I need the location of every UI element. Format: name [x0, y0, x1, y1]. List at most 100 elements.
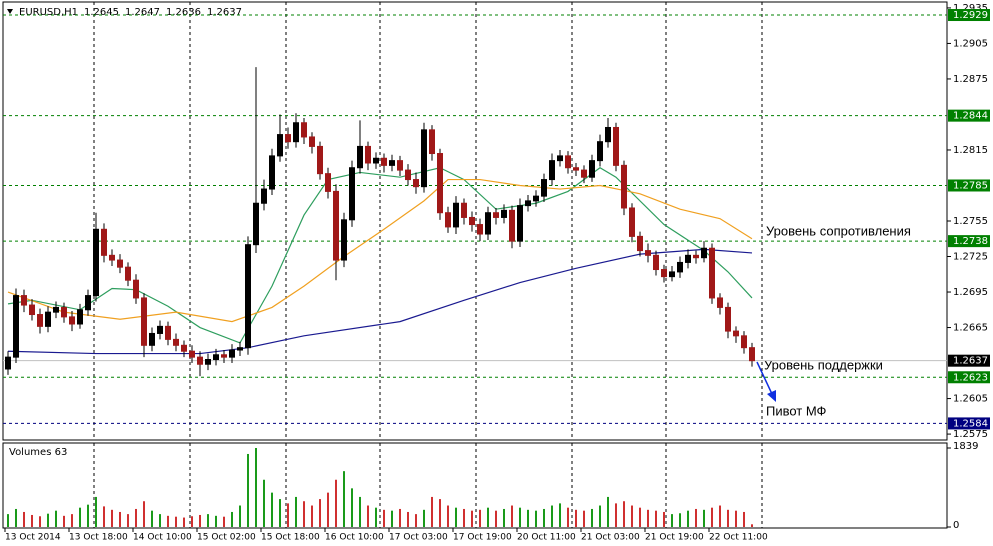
candle-body	[189, 350, 195, 358]
arrow	[756, 361, 773, 395]
candle-body	[549, 160, 555, 181]
candle-body	[221, 354, 227, 358]
candle-body	[677, 261, 683, 273]
arrow-head	[767, 390, 776, 402]
candle-body	[349, 167, 355, 221]
level-label: 1.2738	[953, 236, 988, 247]
candle-body	[717, 297, 723, 308]
y-tick-label: 1.2665	[953, 323, 988, 334]
x-tick-label: 15 Oct 02:00	[197, 533, 256, 543]
candle-body	[477, 224, 483, 235]
candle-body	[485, 212, 491, 235]
level-box	[948, 235, 990, 248]
candle-body	[165, 325, 171, 340]
level-box	[948, 417, 990, 430]
menu-triangle[interactable]	[7, 9, 13, 14]
level-box	[948, 9, 990, 22]
resistance-note: Уровень сопротивления	[766, 223, 911, 238]
level-box	[948, 371, 990, 384]
volume-tick-label: 1839	[953, 441, 978, 452]
y-tick-label: 1.2695	[953, 287, 988, 298]
candle-body	[421, 129, 427, 188]
candle-body	[93, 228, 99, 297]
x-tick-label: 17 Oct 03:00	[389, 533, 448, 543]
candle-body	[733, 330, 739, 337]
candle-body	[293, 122, 299, 143]
volume-panel	[2, 442, 948, 529]
candle-body	[493, 212, 499, 218]
y-tick-label: 1.2755	[953, 216, 988, 227]
candle-body	[205, 359, 211, 365]
candle-body	[141, 297, 147, 346]
candle-body	[5, 356, 11, 370]
level-label: 1.2785	[953, 180, 988, 191]
candle-body	[557, 155, 563, 162]
candle-body	[181, 344, 187, 352]
candle-body	[749, 347, 755, 362]
x-tick-label: 21 Oct 19:00	[645, 533, 704, 543]
level-box	[948, 109, 990, 122]
candle-body	[365, 145, 371, 164]
x-tick-label: 14 Oct 10:00	[133, 533, 192, 543]
candle-body	[133, 279, 139, 299]
candle-body	[613, 126, 619, 166]
candle-body	[437, 153, 443, 214]
candle-body	[413, 179, 419, 188]
level-label: 1.2929	[953, 10, 988, 21]
candle-body	[453, 202, 459, 228]
candle-body	[373, 157, 379, 164]
y-tick-label: 1.2875	[953, 74, 988, 85]
y-tick-label: 1.2725	[953, 252, 988, 263]
candle-body	[277, 134, 283, 157]
candle-body	[389, 160, 395, 166]
candle-body	[213, 354, 219, 361]
candle-body	[149, 332, 155, 346]
volume-title: Volumes 63	[9, 447, 67, 458]
average-line	[7, 178, 753, 323]
candle-body	[597, 141, 603, 162]
volume-tick-label: 0	[953, 520, 959, 531]
y-tick-label: 1.2575	[953, 429, 988, 440]
candle-body	[645, 250, 651, 256]
y-tick-label: 1.2605	[953, 394, 988, 405]
candle-body	[653, 254, 659, 271]
time-grid	[93, 2, 763, 528]
candle-body	[621, 164, 627, 209]
candle-body	[725, 306, 731, 332]
pivot-note: Пивот МФ	[766, 403, 827, 418]
candle-body	[69, 316, 75, 325]
level-label: 1.2584	[953, 418, 988, 429]
candle-body	[589, 160, 595, 178]
candle-body	[117, 259, 123, 268]
x-tick-label: 21 Oct 03:00	[581, 533, 640, 543]
quote: 1.2636	[166, 7, 201, 18]
candle-body	[661, 269, 667, 278]
candle-body	[61, 306, 67, 318]
candle-body	[45, 311, 51, 327]
candle-body	[253, 202, 259, 246]
candle-body	[445, 212, 451, 228]
last-price-label: 1.2637	[953, 356, 988, 367]
x-tick-label: 13 Oct 18:00	[69, 533, 128, 543]
candle-body	[573, 167, 579, 171]
candle-body	[269, 155, 275, 190]
symbol-header: EURUSD,H1 1.2645 1.2647 1.2636 1.2637	[19, 7, 242, 18]
candle-body	[701, 247, 707, 259]
candle-body	[669, 271, 675, 278]
x-tick-label: 17 Oct 19:00	[453, 533, 512, 543]
candle-body	[37, 314, 43, 327]
last-price-box	[948, 354, 990, 367]
candle-body	[301, 122, 307, 138]
candle-body	[53, 306, 59, 313]
candle-body	[517, 205, 523, 242]
x-tick-label: 16 Oct 10:00	[325, 533, 384, 543]
candle-body	[157, 325, 163, 334]
candle-body	[605, 126, 611, 143]
candle-body	[85, 295, 91, 311]
candle-body	[541, 179, 547, 197]
y-tick-label: 1.2935	[953, 3, 988, 14]
candle-body	[309, 136, 315, 147]
candle-body	[629, 207, 635, 237]
candle-body	[21, 295, 27, 306]
support-note: Уровень поддержки	[764, 357, 883, 372]
